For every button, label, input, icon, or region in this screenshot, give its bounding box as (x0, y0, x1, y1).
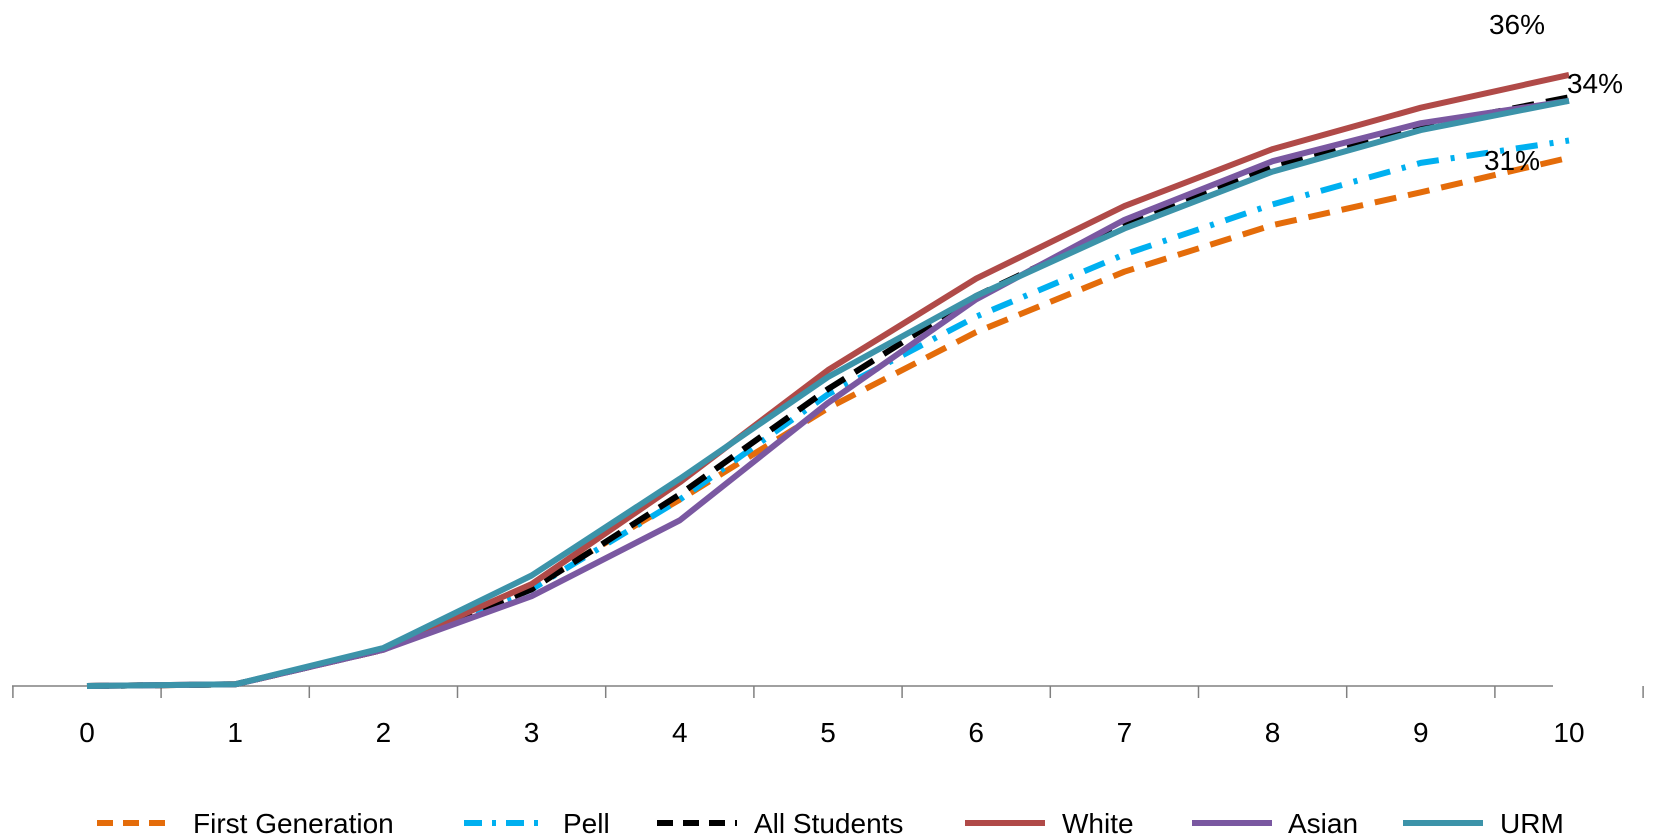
legend-item-first-generation: First Generation (97, 808, 394, 838)
x-tick-label: 0 (79, 717, 95, 748)
x-tick-label: 5 (820, 717, 836, 748)
x-tick-label: 3 (524, 717, 540, 748)
plot-area (86, 71, 1570, 689)
x-tick-label: 10 (1553, 717, 1584, 748)
x-axis: 0 1 2 3 4 5 6 7 8 9 10 (12, 685, 1644, 748)
x-tick-label: 6 (968, 717, 984, 748)
legend-label: Asian (1288, 808, 1358, 838)
x-tick-label: 2 (376, 717, 392, 748)
legend-item-all-students: All Students (657, 808, 903, 838)
series-line-first-generation (86, 154, 1570, 689)
x-tick-label: 8 (1265, 717, 1281, 748)
legend-label: URM (1500, 808, 1564, 838)
end-label-first-generation: 31% (1484, 145, 1540, 176)
legend-item-pell: Pell (464, 808, 610, 838)
end-labels: 36% 34% 31% (1484, 9, 1623, 176)
legend-item-urm: URM (1403, 808, 1564, 838)
legend-item-asian: Asian (1192, 808, 1358, 838)
x-tick-label: 4 (672, 717, 688, 748)
x-tick-label: 1 (227, 717, 243, 748)
legend-item-white: White (965, 808, 1134, 838)
end-label-white: 36% (1489, 9, 1545, 40)
legend-label: Pell (563, 808, 610, 838)
series-line-all-students (86, 94, 1570, 689)
legend-label: White (1062, 808, 1134, 838)
end-label-all-students: 34% (1567, 68, 1623, 99)
legend-label: All Students (754, 808, 903, 838)
x-tick-label: 7 (1117, 717, 1133, 748)
series-line-pell (86, 137, 1570, 689)
series-line-urm (86, 97, 1570, 689)
x-tick-label: 9 (1413, 717, 1429, 748)
legend-label: First Generation (193, 808, 394, 838)
legend: First Generation Pell All Students White Asi… (97, 808, 1564, 838)
